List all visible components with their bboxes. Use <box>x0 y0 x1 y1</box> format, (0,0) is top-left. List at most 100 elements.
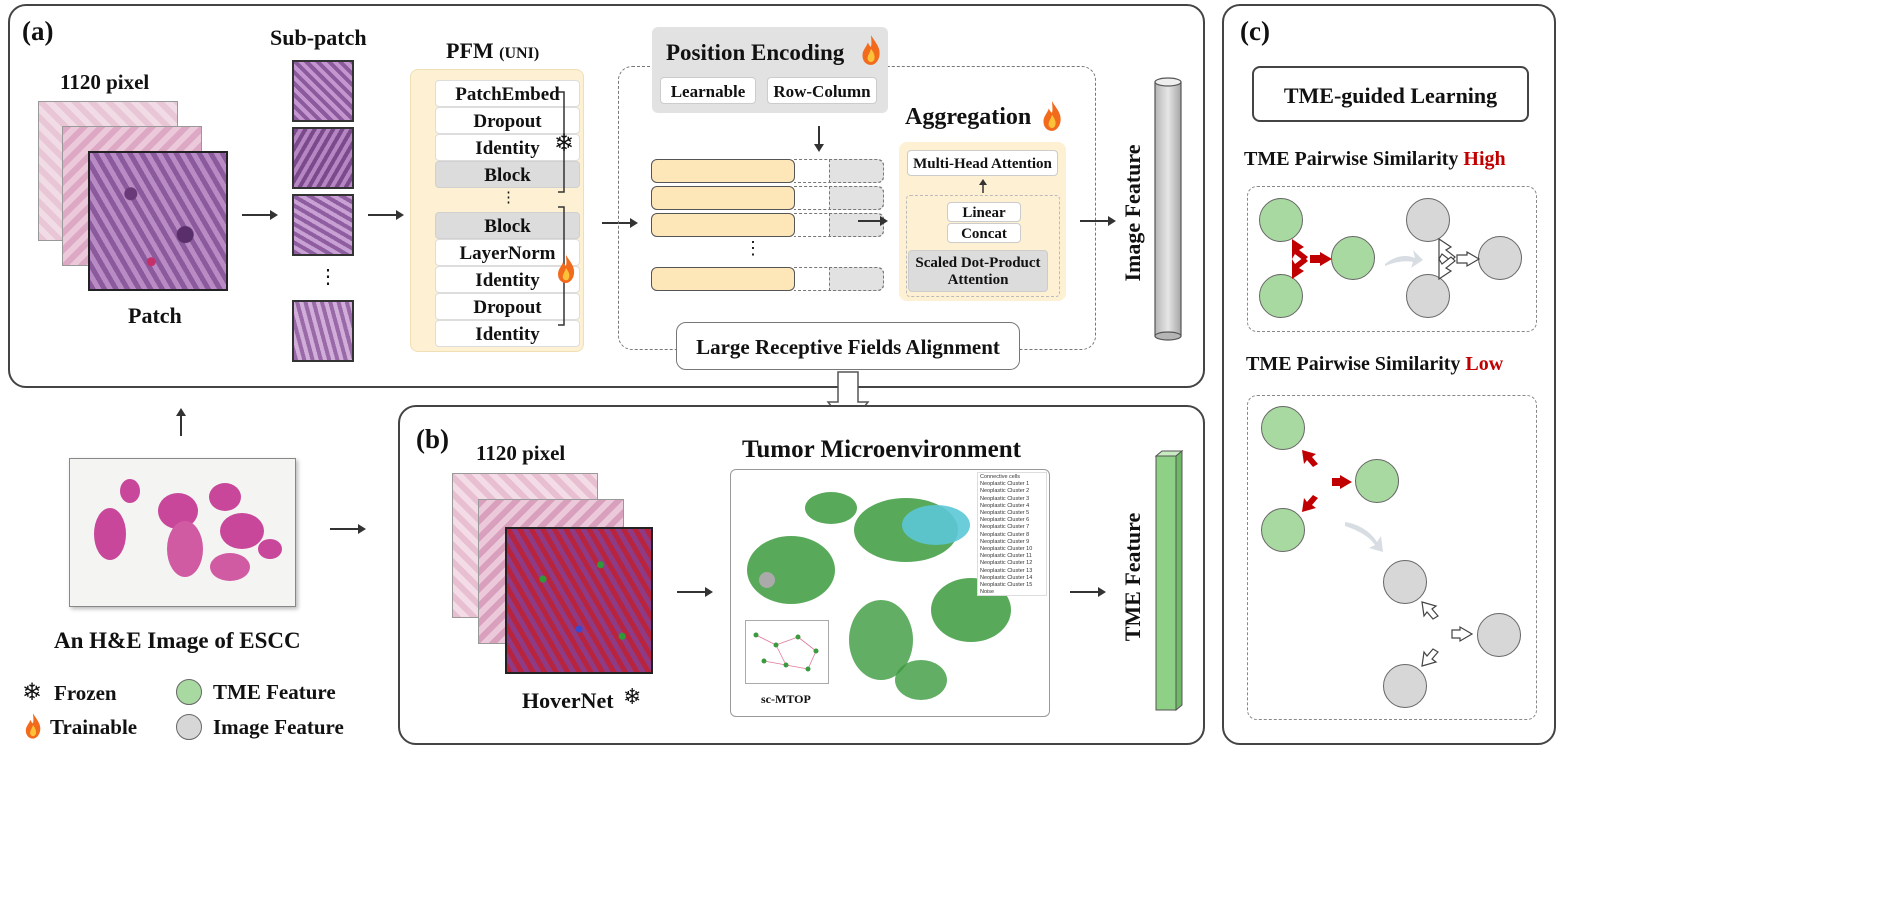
cluster-legend-item: Neoplastic Cluster 3 <box>980 495 1030 502</box>
repel-arrows <box>1302 450 1352 512</box>
subpatch-4 <box>292 300 354 362</box>
scaled-dot-product-attention: Scaled Dot-Product Attention <box>908 250 1048 292</box>
tme-node <box>1261 406 1305 450</box>
pfm-layer-identity: Identity <box>435 320 580 347</box>
cluster-legend-item: Neoplastic Cluster 9 <box>980 538 1030 545</box>
arrow-up-mha <box>979 179 987 193</box>
learnable-option: Learnable <box>660 77 756 104</box>
aggregation-title: Aggregation <box>905 104 1032 130</box>
wsi-image <box>69 458 296 607</box>
arrow-hovernet-to-tme <box>677 587 713 597</box>
arrow-to-image-feature <box>1080 216 1116 226</box>
cluster-legend-item: Neoplastic Cluster 5 <box>980 510 1030 517</box>
image-feature-label: Image Feature <box>1120 144 1145 282</box>
token-ellipsis: ⋮ <box>744 238 762 258</box>
arrow-wsi-up <box>176 408 186 436</box>
tme-node <box>1259 274 1303 318</box>
arrow-wsi-to-b <box>330 524 366 534</box>
alignment-banner: Large Receptive Fields Alignment <box>676 322 1020 370</box>
cluster-legend-item: Noise <box>980 589 995 596</box>
snowflake-icon: ❄ <box>22 680 43 706</box>
cluster-legend-item: Neoplastic Cluster 2 <box>980 488 1030 495</box>
pfm-layer-layernorm: LayerNorm <box>435 239 580 266</box>
tme-feature-label: TME Feature <box>1120 512 1145 642</box>
cluster-legend-item: Neoplastic Cluster 14 <box>980 574 1033 581</box>
cluster-legend-item: Neoplastic Cluster 15 <box>980 582 1033 589</box>
hollow-repel-arrows <box>1421 601 1474 667</box>
subpatch-3 <box>292 194 354 256</box>
tme-feature-bar <box>1154 450 1184 712</box>
tme-guided-learning-title: TME-guided Learning <box>1252 66 1529 122</box>
pfm-ellipsis: ⋮ <box>501 190 516 206</box>
pfm-layer-identity: Identity <box>435 134 580 161</box>
legend-frozen: Frozen <box>54 681 117 705</box>
pfm-layer-dropout: Dropout <box>435 293 580 320</box>
image-node <box>1383 560 1427 604</box>
multi-head-attention: Multi-Head Attention <box>907 150 1058 176</box>
frozen-bracket <box>558 91 565 193</box>
cluster-legend-item: Neoplastic Cluster 10 <box>980 546 1033 553</box>
cluster-legend: Connective cells Neoplastic Cluster 1 Ne… <box>977 472 1047 596</box>
image-node <box>1478 236 1522 280</box>
low-similarity-box <box>1247 395 1537 720</box>
cluster-legend-item: Neoplastic Cluster 6 <box>980 517 1030 524</box>
cluster-legend-item: Neoplastic Cluster 11 <box>980 553 1032 560</box>
panel-b-label: (b) <box>416 424 449 454</box>
cluster-legend-item: Neoplastic Cluster 4 <box>980 502 1030 509</box>
panel-a-label: (a) <box>22 16 54 46</box>
patch-size-label: 1120 pixel <box>60 70 150 94</box>
panel-c-label: (c) <box>1240 16 1270 46</box>
patch-image <box>88 151 228 291</box>
token-row <box>651 213 887 237</box>
token-row <box>651 267 887 291</box>
pfm-layer-identity: Identity <box>435 266 580 293</box>
flame-icon <box>25 713 41 739</box>
b-patch-size-label: 1120 pixel <box>476 441 566 465</box>
subpatch-title: Sub-patch <box>270 25 367 50</box>
pfm-layer-patchembed: PatchEmbed <box>435 80 580 107</box>
tme-node <box>1259 198 1303 242</box>
cluster-legend-item: Neoplastic Cluster 13 <box>980 567 1033 574</box>
cluster-legend-item: Neoplastic Cluster 7 <box>980 524 1030 531</box>
pfm-layer-block: Block <box>435 212 580 239</box>
arrow-tokens-to-aggregation <box>858 216 888 226</box>
tme-node <box>1355 459 1399 503</box>
cluster-legend-item: Neoplastic Cluster 1 <box>980 481 1030 488</box>
flame-icon <box>1043 101 1061 131</box>
snowflake-icon: ❄ <box>623 684 642 709</box>
arrow-to-tme-feature <box>1070 587 1106 597</box>
image-node <box>1477 613 1521 657</box>
token-row <box>651 159 887 183</box>
image-node <box>1406 198 1450 242</box>
row-column-option: Row-Column <box>767 77 877 104</box>
subpatch-ellipsis: ⋮ <box>318 266 338 288</box>
wsi-caption: An H&E Image of ESCC <box>54 628 301 653</box>
arrow-position-down <box>814 126 824 152</box>
tme-node <box>1331 236 1375 280</box>
hollow-attract-arrows <box>1438 237 1481 281</box>
legend-tme-circle <box>176 679 202 705</box>
graph-label: sc-MTOP <box>761 692 811 706</box>
transition-arrow <box>1345 522 1383 552</box>
cluster-legend-item: Neoplastic Cluster 8 <box>980 531 1030 538</box>
pfm-layer-dropout: Dropout <box>435 107 580 134</box>
position-encoding-title: Position Encoding <box>666 40 845 65</box>
hovernet-label: HoverNet <box>522 688 614 713</box>
similarity-high-title: TME Pairwise Similarity High <box>1244 148 1506 170</box>
cluster-legend-item: Connective cells <box>980 474 1021 480</box>
image-node <box>1406 274 1450 318</box>
patch-caption: Patch <box>128 303 182 328</box>
flame-icon <box>558 255 575 283</box>
high-similarity-box <box>1247 186 1537 332</box>
pfm-layer-block: Block <box>435 161 580 188</box>
graph-inset <box>745 620 829 684</box>
attract-arrows <box>1292 239 1332 279</box>
tme-title: Tumor Microenvironment <box>742 436 1021 463</box>
linear-layer: Linear <box>947 202 1021 222</box>
pfm-title: PFM (UNI) <box>446 38 540 63</box>
similarity-low-title: TME Pairwise Similarity Low <box>1246 353 1504 375</box>
tme-node <box>1261 508 1305 552</box>
transition-arrow <box>1385 250 1423 268</box>
legend-tme-feature: TME Feature <box>213 680 336 704</box>
inner-dashed-box <box>906 195 1060 297</box>
